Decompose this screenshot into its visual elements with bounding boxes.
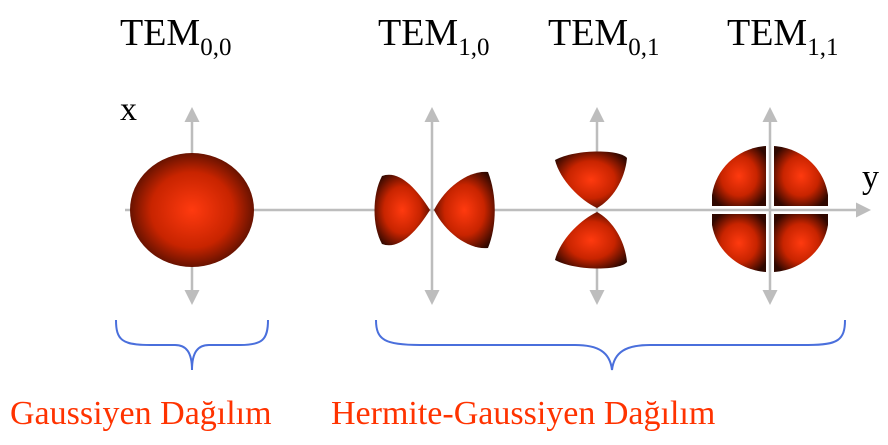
beam-lobe <box>555 212 627 269</box>
mode-title: TEM0,1 <box>548 12 659 61</box>
mode-title: TEM0,0 <box>120 12 231 61</box>
beam-lobe <box>434 172 495 248</box>
axis-label-x: x <box>120 91 137 128</box>
beam-lobe <box>774 146 828 206</box>
mode-title: TEM1,0 <box>378 12 489 61</box>
beam-lobe <box>375 175 431 246</box>
beam-lobe <box>712 146 766 206</box>
axis-label-y: y <box>862 159 879 196</box>
caption: Gaussiyen Dağılım <box>10 395 272 432</box>
beam-spot <box>130 153 254 267</box>
beam-lobe <box>712 214 766 272</box>
beam-lobe <box>555 151 627 208</box>
mode-title: TEM1,1 <box>727 12 838 61</box>
beam-lobe <box>774 214 828 272</box>
caption: Hermite-Gaussiyen Dağılım <box>331 395 715 432</box>
brace <box>116 320 268 370</box>
diagram: TEM0,0 TEM1,0 TEM0,1 TEM1,1 x y Gaussiye… <box>0 0 888 445</box>
brace <box>376 320 845 370</box>
